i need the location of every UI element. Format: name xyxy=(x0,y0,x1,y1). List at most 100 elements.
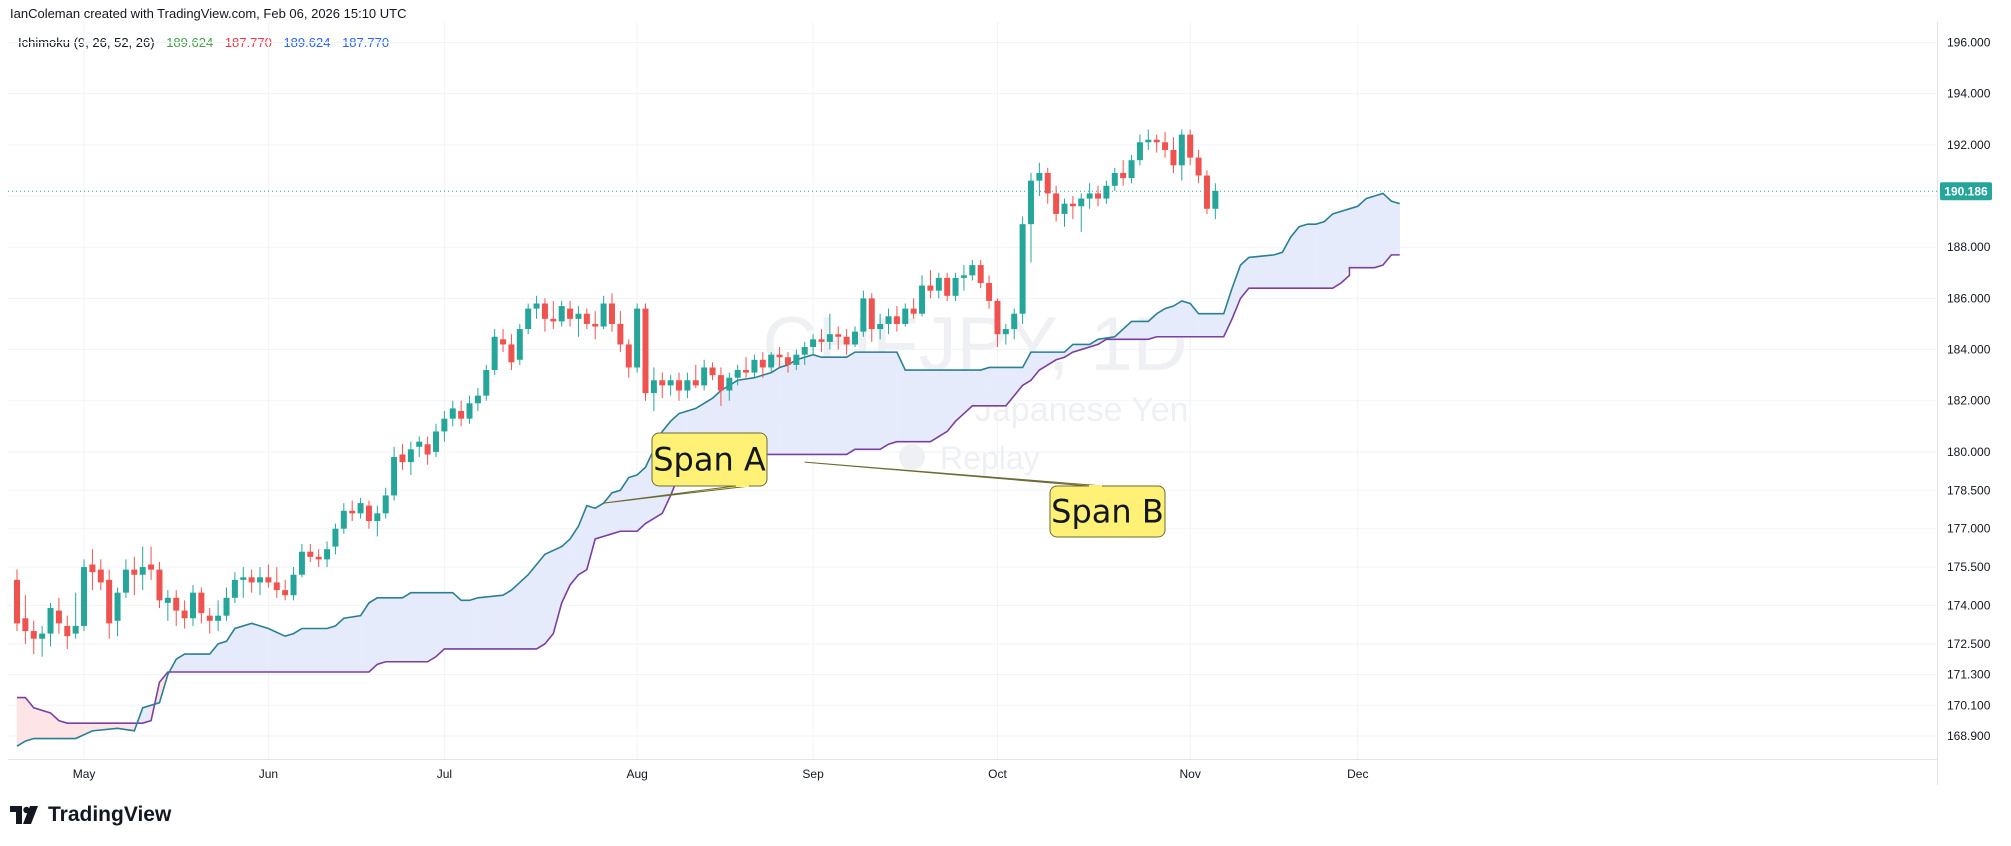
candle[interactable] xyxy=(919,275,926,317)
candle[interactable] xyxy=(659,372,666,399)
candle[interactable] xyxy=(676,372,683,401)
candle[interactable] xyxy=(759,352,766,378)
candle[interactable] xyxy=(885,308,892,335)
candle[interactable] xyxy=(541,298,548,332)
candle[interactable] xyxy=(340,503,347,534)
candle[interactable] xyxy=(64,615,71,649)
candle[interactable] xyxy=(248,569,255,593)
candle[interactable] xyxy=(902,303,909,327)
candle[interactable] xyxy=(324,541,331,568)
candle[interactable] xyxy=(139,546,146,591)
candle[interactable] xyxy=(483,364,490,401)
candle[interactable] xyxy=(173,590,180,626)
candle[interactable] xyxy=(106,569,113,639)
candle[interactable] xyxy=(843,329,850,355)
candle[interactable] xyxy=(156,561,163,609)
candle[interactable] xyxy=(717,367,724,406)
candle[interactable] xyxy=(684,372,691,399)
candle[interactable] xyxy=(608,293,615,332)
candle[interactable] xyxy=(1086,183,1093,209)
candle[interactable] xyxy=(550,300,557,330)
candle[interactable] xyxy=(567,300,574,327)
candle[interactable] xyxy=(650,367,657,411)
candle[interactable] xyxy=(852,326,858,347)
candle[interactable] xyxy=(860,290,867,337)
candle[interactable] xyxy=(164,590,171,621)
candle[interactable] xyxy=(726,372,733,401)
candle[interactable] xyxy=(793,349,800,371)
candle[interactable] xyxy=(734,364,741,386)
candle[interactable] xyxy=(466,395,473,424)
candle[interactable] xyxy=(768,352,775,373)
candle[interactable] xyxy=(642,303,649,401)
candle[interactable] xyxy=(416,436,423,458)
candle[interactable] xyxy=(97,559,104,591)
candle[interactable] xyxy=(617,311,624,353)
candle[interactable] xyxy=(382,487,389,519)
candle[interactable] xyxy=(986,275,993,309)
candle[interactable] xyxy=(349,500,356,522)
candle[interactable] xyxy=(273,567,280,598)
candle[interactable] xyxy=(1178,129,1185,181)
candle[interactable] xyxy=(1212,183,1219,220)
candle[interactable] xyxy=(1203,170,1210,214)
candle[interactable] xyxy=(282,579,289,601)
candle[interactable] xyxy=(826,313,833,350)
candle[interactable] xyxy=(801,341,808,365)
candle[interactable] xyxy=(592,311,599,340)
candle[interactable] xyxy=(558,300,565,327)
candle[interactable] xyxy=(810,334,817,355)
candle[interactable] xyxy=(743,357,750,378)
candle[interactable] xyxy=(533,295,540,319)
candle[interactable] xyxy=(709,362,716,381)
candle[interactable] xyxy=(474,387,481,411)
candle[interactable] xyxy=(969,259,976,281)
candle[interactable] xyxy=(910,298,917,319)
candle[interactable] xyxy=(1128,155,1135,184)
footer-logo[interactable]: TradingView xyxy=(10,803,171,827)
candle[interactable] xyxy=(1170,137,1177,173)
candle[interactable] xyxy=(240,567,247,598)
candle[interactable] xyxy=(868,293,875,342)
candle[interactable] xyxy=(407,441,414,475)
candle[interactable] xyxy=(1195,149,1202,184)
candle[interactable] xyxy=(14,569,20,632)
candle[interactable] xyxy=(223,587,230,621)
candle[interactable] xyxy=(751,354,758,378)
candle[interactable] xyxy=(491,329,498,376)
candle[interactable] xyxy=(206,608,213,634)
candle[interactable] xyxy=(1095,185,1102,207)
candle[interactable] xyxy=(835,326,842,350)
candle[interactable] xyxy=(893,306,900,332)
candle[interactable] xyxy=(575,306,582,337)
candle[interactable] xyxy=(399,444,406,470)
candle[interactable] xyxy=(1111,167,1118,191)
candle[interactable] xyxy=(1187,129,1194,166)
candle[interactable] xyxy=(332,523,339,555)
candle[interactable] xyxy=(189,584,196,626)
candle[interactable] xyxy=(114,587,121,637)
candle[interactable] xyxy=(994,298,1001,347)
candle[interactable] xyxy=(89,549,96,591)
candle[interactable] xyxy=(81,559,88,632)
span-b-line[interactable] xyxy=(17,254,1400,724)
candle[interactable] xyxy=(265,564,272,588)
candle[interactable] xyxy=(433,423,439,458)
candle[interactable] xyxy=(1103,180,1110,204)
candle[interactable] xyxy=(1136,134,1143,166)
candle[interactable] xyxy=(122,559,129,598)
candle[interactable] xyxy=(625,339,632,378)
candle[interactable] xyxy=(1019,216,1026,324)
candle[interactable] xyxy=(1061,198,1068,227)
candle[interactable] xyxy=(500,329,507,353)
candle[interactable] xyxy=(1036,162,1043,197)
candle[interactable] xyxy=(784,352,791,373)
candle[interactable] xyxy=(525,303,532,335)
candle[interactable] xyxy=(424,436,431,465)
candle[interactable] xyxy=(391,446,398,501)
candle[interactable] xyxy=(692,364,699,388)
candle[interactable] xyxy=(131,556,138,596)
candle[interactable] xyxy=(1120,160,1127,186)
candle[interactable] xyxy=(1027,172,1034,263)
